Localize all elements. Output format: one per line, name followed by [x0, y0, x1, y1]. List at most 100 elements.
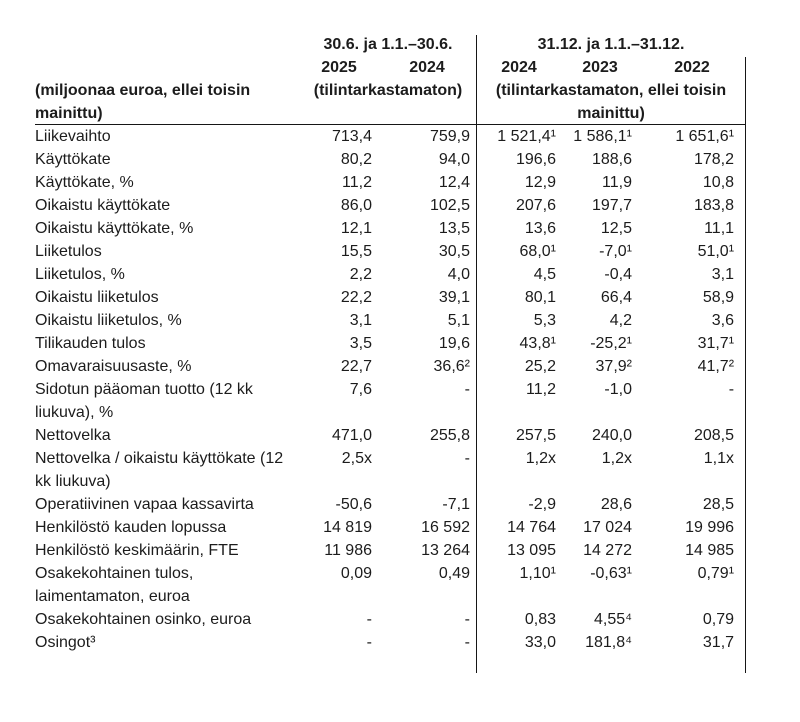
cell-value: - — [366, 634, 372, 651]
header-spacer — [35, 56, 300, 79]
cell-value: 3,1 — [711, 266, 735, 283]
table-row: Oikaistu liiketulos 22,2 39,1 80,1 66,4 58,9 — [35, 286, 746, 309]
cell-value: 13,5 — [438, 220, 470, 237]
row-label: Nettovelka / oikaistu käyttökate (12 kk … — [35, 450, 284, 490]
cell-value: 80,1 — [524, 289, 556, 306]
table-row: Käyttökate 80,2 94,0 196,6 188,6 178,2 — [35, 148, 746, 171]
cell-value: 80,2 — [340, 151, 372, 168]
cell-value: 1,10¹ — [519, 565, 556, 582]
period-title-row: 30.6. ja 1.1.–30.6. 31.12. ja 1.1.–31.12… — [35, 33, 746, 56]
cell-value: 5,3 — [533, 312, 556, 329]
cell-value: 11,1 — [704, 220, 735, 237]
cell-value: 1,2x — [601, 450, 632, 467]
row-label: Henkilöstö kauden lopussa — [35, 519, 227, 536]
cell-value: 11 986 — [324, 542, 372, 559]
cell-value: 4,0 — [447, 266, 470, 283]
right-border-line — [745, 57, 746, 673]
cell-value: - — [464, 381, 470, 398]
cell-value: 12,1 — [340, 220, 372, 237]
cell-value: 68,0¹ — [519, 243, 556, 260]
period-group-2-title: 31.12. ja 1.1.–31.12. — [537, 36, 685, 53]
cell-value: 0,79¹ — [697, 565, 735, 582]
row-label: Liikevaihto — [35, 128, 111, 145]
cell-value: 17 024 — [583, 519, 632, 536]
cell-value: 4,2 — [609, 312, 632, 329]
year-2022: 2022 — [674, 59, 710, 76]
table-row: Nettovelka / oikaistu käyttökate (12 kk … — [35, 447, 746, 493]
cell-value: -7,1 — [442, 496, 470, 513]
cell-value: -25,2¹ — [590, 335, 632, 352]
row-label: Omavaraisuusaste, % — [35, 358, 192, 375]
table-row: Oikaistu käyttökate, % 12,1 13,5 13,6 12,5 11… — [35, 217, 746, 240]
cell-value: 22,2 — [340, 289, 372, 306]
cell-value: 86,0 — [340, 197, 372, 214]
table-header: 30.6. ja 1.1.–30.6. 31.12. ja 1.1.–31.12… — [35, 33, 746, 125]
table-row: Tilikauden tulos 3,5 19,6 43,8¹ -25,2¹ 31,7¹ — [35, 332, 746, 355]
cell-value: -2,9 — [528, 496, 556, 513]
cell-value: 4,55⁴ — [593, 611, 632, 628]
cell-value: 196,6 — [515, 151, 556, 168]
cell-value: 178,2 — [693, 151, 735, 168]
note-row: (miljoonaa euroa, ellei toisin mainittu)… — [35, 79, 746, 125]
cell-value: -1,0 — [604, 381, 632, 398]
cell-value: - — [366, 611, 372, 628]
cell-value: 58,9 — [702, 289, 735, 306]
header-spacer — [35, 33, 300, 56]
cell-value: 0,83 — [524, 611, 556, 628]
cell-value: 12,9 — [524, 174, 556, 191]
cell-value: 37,9² — [595, 358, 632, 375]
table-row: Nettovelka 471,0 255,8 257,5 240,0 208,5 — [35, 424, 746, 447]
cell-value: 2,2 — [349, 266, 372, 283]
cell-value: 16 592 — [421, 519, 470, 536]
row-label: Osakekohtainen tulos, laimentamaton, eur… — [35, 565, 194, 605]
cell-value: 11,2 — [526, 381, 556, 398]
cell-value: 183,8 — [693, 197, 735, 214]
cell-value: -0,4 — [604, 266, 632, 283]
table-row: Omavaraisuusaste, % 22,7 36,6² 25,2 37,9² 41,… — [35, 355, 746, 378]
cell-value: 102,5 — [429, 197, 470, 214]
audit-note-group-2: (tilintarkastamaton, ellei toisin mainit… — [495, 82, 727, 122]
audit-note-group-1: (tilintarkastamaton) — [313, 82, 463, 99]
cell-value: 7,6 — [349, 381, 372, 398]
row-label: Oikaistu käyttökate — [35, 197, 171, 214]
cell-value: 2,5x — [341, 450, 372, 467]
table-row: Liiketulos, % 2,2 4,0 4,5 -0,4 3,1 — [35, 263, 746, 286]
row-label: Sidotun pääoman tuotto (12 kk liukuva), … — [35, 381, 253, 421]
table-row: Osakekohtainen tulos, laimentamaton, eur… — [35, 562, 746, 608]
cell-value: 713,4 — [331, 128, 372, 145]
row-label: Henkilöstö keskimäärin, FTE — [35, 542, 239, 559]
cell-value: 208,5 — [693, 427, 735, 444]
cell-value: 12,4 — [438, 174, 470, 191]
cell-value: 94,0 — [438, 151, 470, 168]
table-row: Oikaistu käyttökate 86,0 102,5 207,6 197,7 18… — [35, 194, 746, 217]
cell-value: 11,2 — [342, 174, 372, 191]
cell-value: 14 272 — [583, 542, 632, 559]
table-row: Sidotun pääoman tuotto (12 kk liukuva), … — [35, 378, 746, 424]
row-label: Osakekohtainen osinko, euroa — [35, 611, 252, 628]
period-group-1-title: 30.6. ja 1.1.–30.6. — [323, 36, 453, 53]
cell-value: 1 651,6¹ — [675, 128, 735, 145]
cell-value: 14 819 — [323, 519, 372, 536]
cell-value: 4,5 — [533, 266, 556, 283]
cell-value: - — [728, 381, 735, 398]
cell-value: 181,8⁴ — [585, 634, 632, 651]
cell-value: 0,79 — [702, 611, 735, 628]
year-2025: 2025 — [321, 59, 357, 76]
cell-value: 1 521,4¹ — [497, 128, 556, 145]
row-label: Liiketulos — [35, 243, 102, 260]
row-label: Nettovelka — [35, 427, 111, 444]
row-label: Osingot³ — [35, 634, 96, 651]
row-label: Operatiivinen vapaa kassavirta — [35, 496, 254, 513]
cell-value: 207,6 — [515, 197, 556, 214]
cell-value: 0,09 — [340, 565, 372, 582]
key-figures-table: 30.6. ja 1.1.–30.6. 31.12. ja 1.1.–31.12… — [35, 33, 746, 654]
cell-value: 10,8 — [702, 174, 735, 191]
table-row: Liikevaihto 713,4 759,9 1 521,4¹ 1 586,1¹ 1 6… — [35, 125, 746, 148]
table-row: Käyttökate, % 11,2 12,4 12,9 11,9 10,8 — [35, 171, 746, 194]
year-2024-h1: 2024 — [409, 59, 445, 76]
cell-value: 19,6 — [438, 335, 470, 352]
cell-value: 19 996 — [685, 519, 735, 536]
cell-value: 31,7 — [702, 634, 735, 651]
row-label: Tilikauden tulos — [35, 335, 146, 352]
